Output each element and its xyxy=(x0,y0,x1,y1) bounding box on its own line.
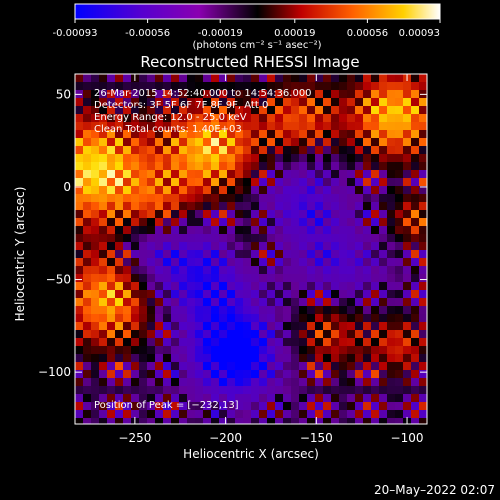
colorbar-tick-label: 0.00019 xyxy=(274,28,315,39)
colorbar-unit-label: (photons cm⁻² s⁻¹ asec⁻²) xyxy=(192,40,321,51)
y-tick-label: −50 xyxy=(46,273,71,287)
observation-info: 26-Mar-2015 14:52:40.000 to 14:54:36.000… xyxy=(94,88,312,135)
info-line-detectors: Detectors: 3F 5F 6F 7F 8F 9F, Att 0 xyxy=(94,100,268,111)
colorbar xyxy=(74,3,441,20)
colorbar-tick-label: -0.00093 xyxy=(53,28,98,39)
y-tick-label: 50 xyxy=(56,87,71,101)
peak-position-label: Position of Peak = [−232,13] xyxy=(94,400,239,411)
x-tick-label: −150 xyxy=(300,431,333,445)
x-tick-label: −100 xyxy=(391,431,424,445)
info-line-time: 26-Mar-2015 14:52:40.000 to 14:54:36.000 xyxy=(94,88,312,99)
y-tick-label: −100 xyxy=(38,365,71,379)
chart-title: Reconstructed RHESSI Image xyxy=(140,53,359,71)
plot-frame xyxy=(74,73,428,425)
x-tick-label: −200 xyxy=(209,431,242,445)
colorbar-ticks: -0.00093 -0.00056 -0.00019 0.00019 0.00056 0.… xyxy=(53,19,441,39)
x-tick-label: −250 xyxy=(118,431,151,445)
colorbar-tick-label: -0.00019 xyxy=(198,28,243,39)
axis-ticks: −250 −200 −150 −100 −100 −50 0 50 xyxy=(38,74,427,445)
info-line-energy: Energy Range: 12.0 - 25.0 keV xyxy=(94,112,247,123)
colorbar-tick-label: -0.00056 xyxy=(125,28,170,39)
y-axis-label: Heliocentric Y (arcsec) xyxy=(13,187,27,322)
footer-date: 20–May–2022 02:07 xyxy=(374,483,495,497)
x-axis-label: Heliocentric X (arcsec) xyxy=(183,447,319,461)
y-tick-label: 0 xyxy=(63,180,71,194)
colorbar-tick-label: 0.00093 xyxy=(399,28,440,39)
colorbar-tick-label: 0.00056 xyxy=(347,28,388,39)
info-line-clean: Clean Total counts: 1.40E+03 xyxy=(94,124,242,135)
